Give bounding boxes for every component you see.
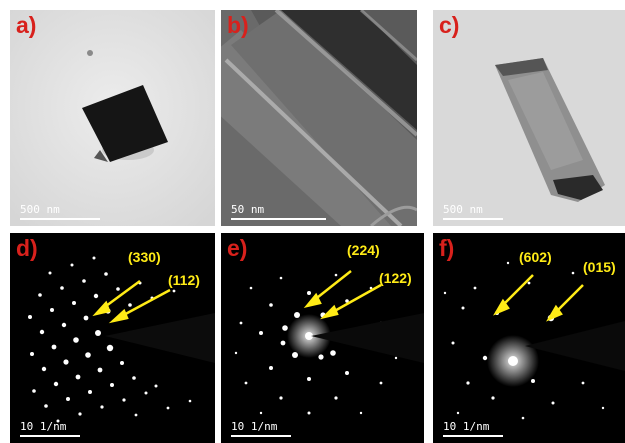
panel-e-scale-bar: 10 1/nm	[231, 421, 291, 437]
panel-b-label: b)	[227, 12, 249, 38]
panel-e-index-2: (122)	[379, 270, 412, 286]
panel-c-tem-rod: c) 500 nm	[433, 10, 625, 226]
panel-f-image	[433, 233, 625, 443]
panel-a-label: a)	[16, 12, 37, 38]
panel-e-beam-stop	[311, 313, 424, 363]
panel-f-arrows	[493, 274, 584, 322]
cube-particle	[82, 85, 168, 162]
panel-b-scale-bar: 50 nm	[231, 204, 326, 220]
panel-e-saed: e) (224) (122) 10 1/nm	[221, 233, 424, 443]
panel-e-label: e)	[227, 235, 248, 261]
panel-d-index-2: (112)	[168, 272, 200, 288]
panel-d-scale-text: 10 1/nm	[20, 420, 67, 433]
panel-f-index-1: (602)	[519, 249, 552, 265]
panel-e-scale-text: 10 1/nm	[231, 420, 278, 433]
panel-b-hrtem-rods: b) 50 nm	[221, 10, 417, 226]
panel-c-scale-text: 500 nm	[443, 203, 483, 216]
panel-f-scale-text: 10 1/nm	[443, 420, 490, 433]
panel-d-scale-bar: 10 1/nm	[20, 421, 80, 437]
panel-e-arrows	[303, 270, 382, 320]
panel-a-scale-bar: 500 nm	[20, 204, 100, 220]
panel-c-scale-bar: 500 nm	[443, 204, 503, 220]
panel-f-label: f)	[439, 235, 455, 261]
panel-e-index-1: (224)	[347, 242, 380, 258]
panel-a-tem-cube: a) 500 nm	[10, 10, 215, 226]
panel-d-beam-stop	[105, 313, 215, 363]
panel-b-image	[221, 10, 417, 226]
panel-b-scale-text: 50 nm	[231, 203, 265, 216]
panel-f-beam-stop	[525, 321, 625, 371]
panel-d-index-1: (330)	[128, 249, 161, 265]
panel-c-label: c)	[439, 12, 460, 38]
panel-f-index-2: (015)	[583, 259, 616, 275]
panel-c-image	[433, 10, 625, 226]
panel-a-scale-text: 500 nm	[20, 203, 60, 216]
panel-d-image	[10, 233, 215, 443]
panel-a-image	[10, 10, 215, 226]
panel-d-arrows	[92, 279, 171, 324]
panel-d-diffraction-spots	[28, 256, 192, 423]
panel-f-saed: f) (602) (015) 10 1/nm	[433, 233, 625, 443]
panel-e-image	[221, 233, 424, 443]
panel-d-label: d)	[16, 235, 38, 261]
panel-d-saed: d) (330) (112) 10 1/nm	[10, 233, 215, 443]
panel-f-scale-bar: 10 1/nm	[443, 421, 503, 437]
